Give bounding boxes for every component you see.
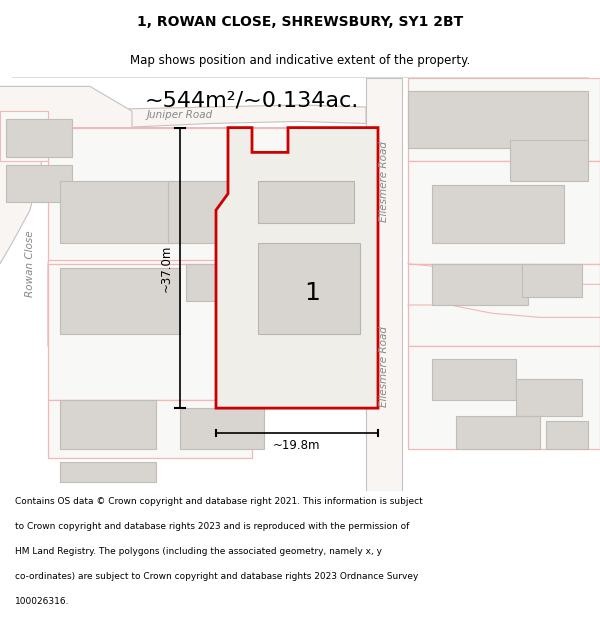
Text: ~37.0m: ~37.0m	[160, 244, 173, 291]
Polygon shape	[0, 105, 366, 132]
Text: Map shows position and indicative extent of the property.: Map shows position and indicative extent…	[130, 54, 470, 68]
Polygon shape	[0, 111, 48, 161]
Text: Contains OS data © Crown copyright and database right 2021. This information is : Contains OS data © Crown copyright and d…	[15, 498, 423, 506]
Bar	[432, 359, 516, 400]
Bar	[258, 181, 354, 222]
Text: ~19.8m: ~19.8m	[273, 439, 321, 452]
Text: 1: 1	[304, 281, 320, 304]
Polygon shape	[0, 86, 132, 264]
Bar	[510, 140, 588, 181]
Polygon shape	[408, 78, 600, 161]
Bar	[432, 186, 564, 243]
Bar	[258, 243, 360, 334]
Polygon shape	[408, 346, 600, 449]
Bar	[522, 264, 582, 297]
Text: to Crown copyright and database rights 2023 and is reproduced with the permissio: to Crown copyright and database rights 2…	[15, 522, 409, 531]
Bar	[408, 91, 588, 148]
Bar	[60, 462, 156, 482]
Polygon shape	[408, 264, 600, 346]
Text: 1, ROWAN CLOSE, SHREWSBURY, SY1 2BT: 1, ROWAN CLOSE, SHREWSBURY, SY1 2BT	[137, 15, 463, 29]
Bar	[6, 165, 72, 202]
Bar	[186, 264, 246, 301]
Text: Rowan Close: Rowan Close	[25, 231, 35, 297]
Bar	[456, 416, 540, 449]
Text: co-ordinates) are subject to Crown copyright and database rights 2023 Ordnance S: co-ordinates) are subject to Crown copyr…	[15, 572, 418, 581]
Text: Ellesmere Road: Ellesmere Road	[379, 326, 389, 408]
Bar	[546, 421, 588, 449]
Text: 100026316.: 100026316.	[15, 597, 70, 606]
Text: ~544m²/~0.134ac.: ~544m²/~0.134ac.	[145, 91, 359, 111]
Text: HM Land Registry. The polygons (including the associated geometry, namely x, y: HM Land Registry. The polygons (includin…	[15, 547, 382, 556]
Polygon shape	[366, 78, 402, 491]
Bar	[60, 400, 156, 449]
Text: Ellesmere Road: Ellesmere Road	[379, 141, 389, 222]
Text: Juniper Road: Juniper Road	[147, 110, 213, 120]
Bar	[6, 119, 72, 156]
Polygon shape	[48, 400, 252, 458]
Polygon shape	[48, 264, 252, 400]
Bar	[432, 264, 528, 305]
Bar	[180, 408, 264, 449]
Polygon shape	[48, 127, 366, 346]
Bar	[60, 181, 180, 243]
Bar	[168, 181, 276, 243]
Polygon shape	[216, 127, 378, 408]
Polygon shape	[48, 127, 366, 259]
Polygon shape	[408, 161, 600, 264]
Bar	[60, 268, 180, 334]
Bar	[516, 379, 582, 416]
